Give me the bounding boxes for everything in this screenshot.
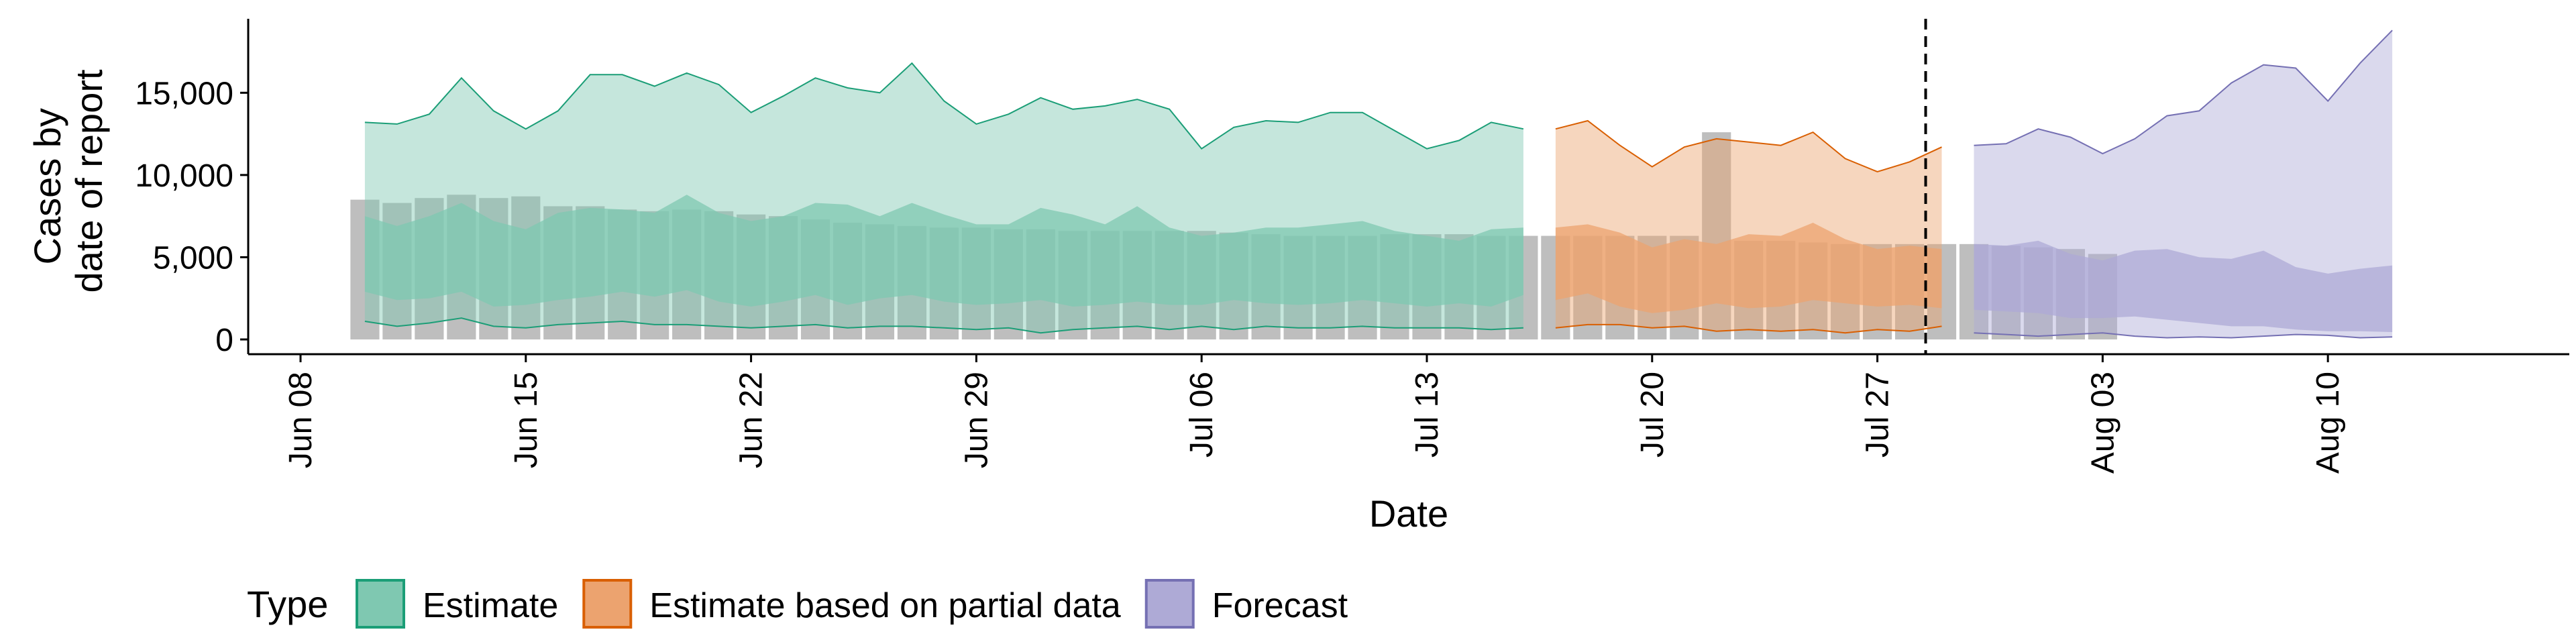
ribbon-50-0 <box>364 195 1523 307</box>
y-tick-label: 0 <box>215 323 233 358</box>
axes <box>247 19 2569 356</box>
legend: Type Estimate Estimate based on partial d… <box>247 579 1348 629</box>
legend-swatch <box>1144 579 1195 629</box>
legend-label: Estimate based on partial data <box>649 586 1121 625</box>
x-tick-label: Jun 22 <box>734 372 769 468</box>
y-axis-title-line-2: date of report <box>68 69 110 293</box>
ribbon-90-2-lower-edge <box>1974 332 2393 339</box>
x-tick-label: Jun 08 <box>283 372 319 468</box>
y-axis-title-line-1: Cases by <box>26 108 68 264</box>
ribbon-90-2-upper-edge <box>1974 30 2393 155</box>
ribbon-90-1-lower-edge <box>1555 323 1942 334</box>
y-axis-title: Cases by date of report <box>26 69 110 293</box>
ribbon-50-1 <box>1555 223 1942 313</box>
ribbon-90-1-upper-edge <box>1555 119 1942 173</box>
estimate-ribbons <box>364 30 2393 339</box>
x-tick-label: Jul 06 <box>1184 372 1220 458</box>
y-tick-label: 5,000 <box>153 240 233 276</box>
y-tick-label: 15,000 <box>135 76 233 111</box>
legend-label: Estimate <box>423 586 558 625</box>
ribbon-50-2 <box>1974 240 2393 332</box>
y-ticks: 0 5,000 10,000 15,000 <box>135 76 248 358</box>
legend-swatch <box>356 579 405 629</box>
x-tick-label: Jul 20 <box>1635 372 1670 458</box>
x-tick-label: Jun 15 <box>508 372 544 468</box>
ribbon-90-0-upper-edge <box>364 62 1524 150</box>
x-tick-label: Jul 27 <box>1860 372 1896 458</box>
x-tick-label: Aug 10 <box>2310 372 2346 474</box>
x-axis-title: Date <box>1369 492 1448 535</box>
legend-title: Type <box>247 583 328 625</box>
legend-label: Forecast <box>1212 586 1348 625</box>
x-ticks: Jun 08 Jun 15 Jun 22 Jun 29 Jul 06 Jul 13 Jul … <box>283 354 2346 474</box>
ribbon-90-0-lower-edge <box>364 317 1523 334</box>
x-tick-label: Jul 13 <box>1409 372 1445 458</box>
x-tick-label: Jun 29 <box>959 372 994 468</box>
x-tick-label: Aug 03 <box>2085 372 2121 474</box>
y-tick-label: 10,000 <box>135 158 233 194</box>
legend-swatch <box>582 579 633 629</box>
